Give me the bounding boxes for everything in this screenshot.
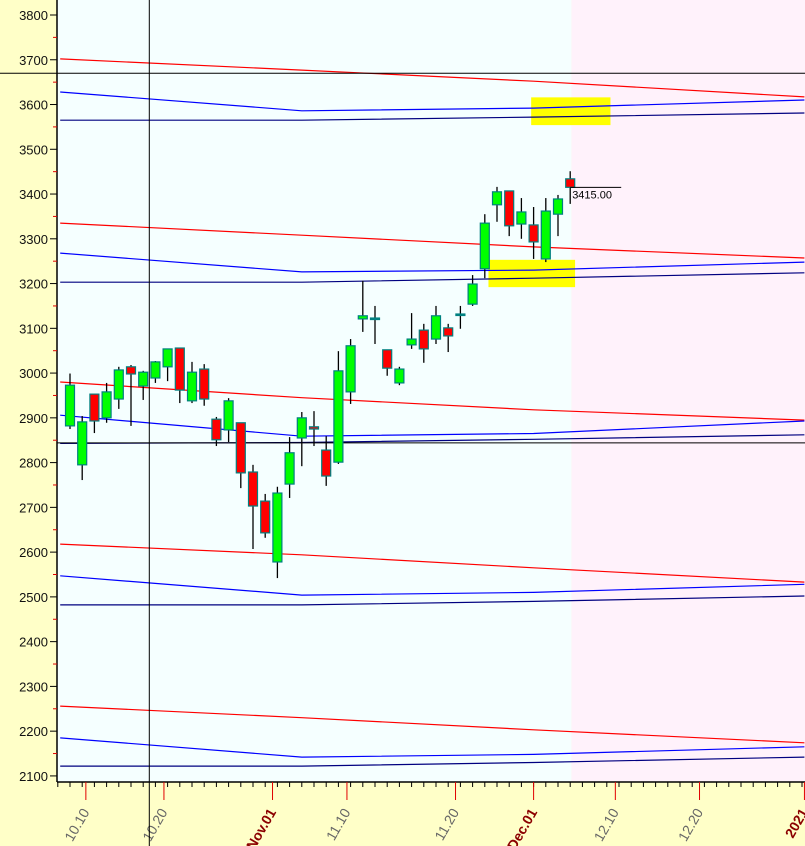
band-line — [60, 58, 805, 98]
y-tick-label: 3000 — [19, 366, 48, 381]
y-tick-label: 2700 — [19, 500, 48, 515]
candle-body — [308, 426, 320, 430]
band-line — [60, 595, 805, 606]
candle-body — [528, 224, 539, 243]
candle-body — [211, 418, 222, 441]
x-tick-label: 11.20 — [431, 805, 462, 843]
candle-body — [418, 329, 429, 350]
band-line — [60, 543, 805, 583]
x-tick-label: 2021 — [782, 805, 805, 840]
band-line — [60, 414, 805, 437]
y-tick-label: 2500 — [19, 590, 48, 605]
candle-body — [89, 393, 100, 422]
candle-body — [247, 471, 259, 507]
candle-body — [101, 391, 112, 419]
y-tick-label: 3200 — [19, 277, 48, 292]
candle-body — [540, 210, 551, 260]
candle-body — [516, 211, 527, 225]
x-tick-label: 10.10 — [61, 805, 92, 844]
forecast-area — [571, 0, 805, 782]
candle-body — [199, 368, 210, 400]
candle-body — [565, 178, 576, 188]
band-line — [60, 756, 805, 767]
candle-body — [345, 345, 356, 393]
band-line — [60, 112, 805, 121]
y-tick-label: 2300 — [19, 679, 48, 694]
y-tick-label: 3600 — [19, 98, 48, 113]
candle-body — [235, 422, 246, 474]
last-price-label: 3415.00 — [572, 189, 612, 201]
candle-body — [357, 315, 368, 320]
band-line — [60, 91, 805, 112]
y-tick-label: 3700 — [19, 53, 48, 68]
x-tick-label: Dec.01 — [504, 805, 541, 846]
candle-body — [443, 327, 454, 337]
candle-body — [504, 190, 515, 227]
y-tick-label: 2900 — [19, 411, 48, 426]
y-tick-label: 2200 — [19, 724, 48, 739]
candle-body — [479, 222, 490, 270]
highlight-zone — [488, 259, 576, 288]
candle-body — [369, 317, 381, 321]
candle-body — [406, 338, 417, 346]
candle-body — [113, 369, 124, 400]
band-line — [60, 252, 805, 273]
candle-body — [77, 421, 88, 466]
candle-body — [260, 500, 271, 534]
x-tick-label: Nov.01 — [243, 805, 279, 846]
candle-body — [491, 191, 503, 206]
candle-body — [467, 283, 478, 305]
candle-body — [430, 315, 442, 340]
y-tick-label: 3800 — [19, 8, 48, 23]
x-tick-label: 10.20 — [139, 805, 170, 844]
band-line — [60, 705, 805, 744]
x-tick-label: 12.20 — [675, 805, 706, 844]
candle-body — [138, 371, 149, 387]
band-line — [60, 737, 805, 758]
candle-body — [394, 368, 405, 384]
candle-body — [382, 349, 393, 369]
candle-body — [552, 198, 564, 215]
y-tick-label: 2600 — [19, 545, 48, 560]
x-tick-label: 12.10 — [591, 805, 622, 844]
candle-body — [296, 417, 307, 439]
candle-body — [455, 313, 466, 317]
candle-body — [284, 452, 295, 485]
x-tick-label: 11.10 — [323, 805, 354, 843]
y-tick-label: 2100 — [19, 769, 48, 784]
candle-body — [162, 348, 173, 368]
y-tick-label: 3500 — [19, 142, 48, 157]
candle-body — [321, 449, 332, 477]
candle-body — [333, 370, 344, 463]
y-tick-label: 2800 — [19, 456, 48, 471]
y-tick-label: 2400 — [19, 635, 48, 650]
candle-body — [174, 347, 185, 391]
highlight-zone — [531, 97, 611, 126]
candle-body — [223, 400, 234, 431]
y-tick-label: 3300 — [19, 232, 48, 247]
candle-body — [125, 366, 137, 375]
band-line — [60, 222, 805, 259]
y-tick-label: 3100 — [19, 321, 48, 336]
y-tick-label: 3400 — [19, 187, 48, 202]
band-line — [60, 575, 805, 596]
band-line — [60, 272, 805, 283]
candle-body — [64, 384, 76, 427]
candle-body — [186, 371, 198, 402]
candle-body — [272, 492, 283, 563]
candle-body — [150, 361, 161, 379]
